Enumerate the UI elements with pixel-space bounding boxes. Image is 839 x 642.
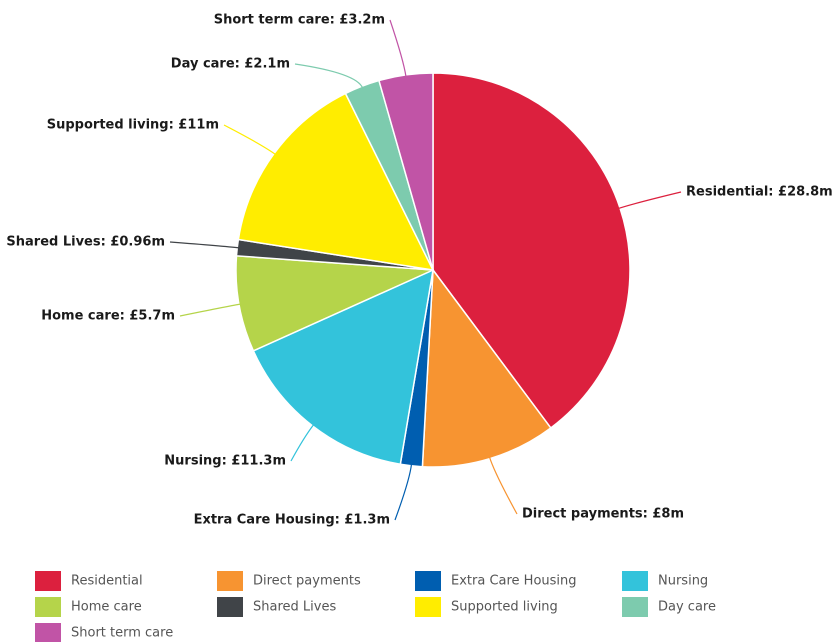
- data-label: Direct payments: £8m: [522, 507, 684, 522]
- legend-label: Nursing: [658, 574, 708, 589]
- leader-line: [179, 303, 242, 317]
- legend-swatch: [415, 571, 441, 591]
- legend-swatch: [35, 597, 61, 617]
- legend-swatch: [622, 597, 648, 617]
- leader-line: [223, 124, 277, 156]
- legend-swatch: [35, 571, 61, 591]
- leader-line: [617, 191, 682, 210]
- data-label: Short term care: £3.2m: [214, 13, 385, 28]
- legend-swatch: [622, 571, 648, 591]
- legend-label: Supported living: [451, 600, 558, 615]
- leader-line: [169, 241, 240, 249]
- legend-label: Short term care: [71, 626, 173, 641]
- legend-label: Direct payments: [253, 574, 361, 589]
- legend-swatch: [415, 597, 441, 617]
- leader-line: [394, 463, 413, 521]
- legend-label: Day care: [658, 600, 716, 615]
- data-label: Shared Lives: £0.96m: [6, 235, 165, 250]
- legend-label: Residential: [71, 574, 143, 589]
- data-label: Extra Care Housing: £1.3m: [194, 513, 390, 528]
- leader-line: [488, 456, 518, 515]
- leader-line: [294, 63, 364, 89]
- data-label: Home care: £5.7m: [41, 309, 175, 324]
- data-label: Nursing: £11.3m: [164, 454, 286, 469]
- leader-line: [290, 424, 315, 462]
- legend-label: Extra Care Housing: [451, 574, 577, 589]
- leader-line: [389, 19, 407, 77]
- legend-label: Shared Lives: [253, 600, 336, 615]
- data-label: Residential: £28.8m: [686, 185, 833, 200]
- legend-swatch: [217, 597, 243, 617]
- data-label: Supported living: £11m: [47, 118, 219, 133]
- legend-swatch: [35, 623, 61, 642]
- data-label: Day care: £2.1m: [171, 57, 290, 72]
- legend-label: Home care: [71, 600, 142, 615]
- legend-swatch: [217, 571, 243, 591]
